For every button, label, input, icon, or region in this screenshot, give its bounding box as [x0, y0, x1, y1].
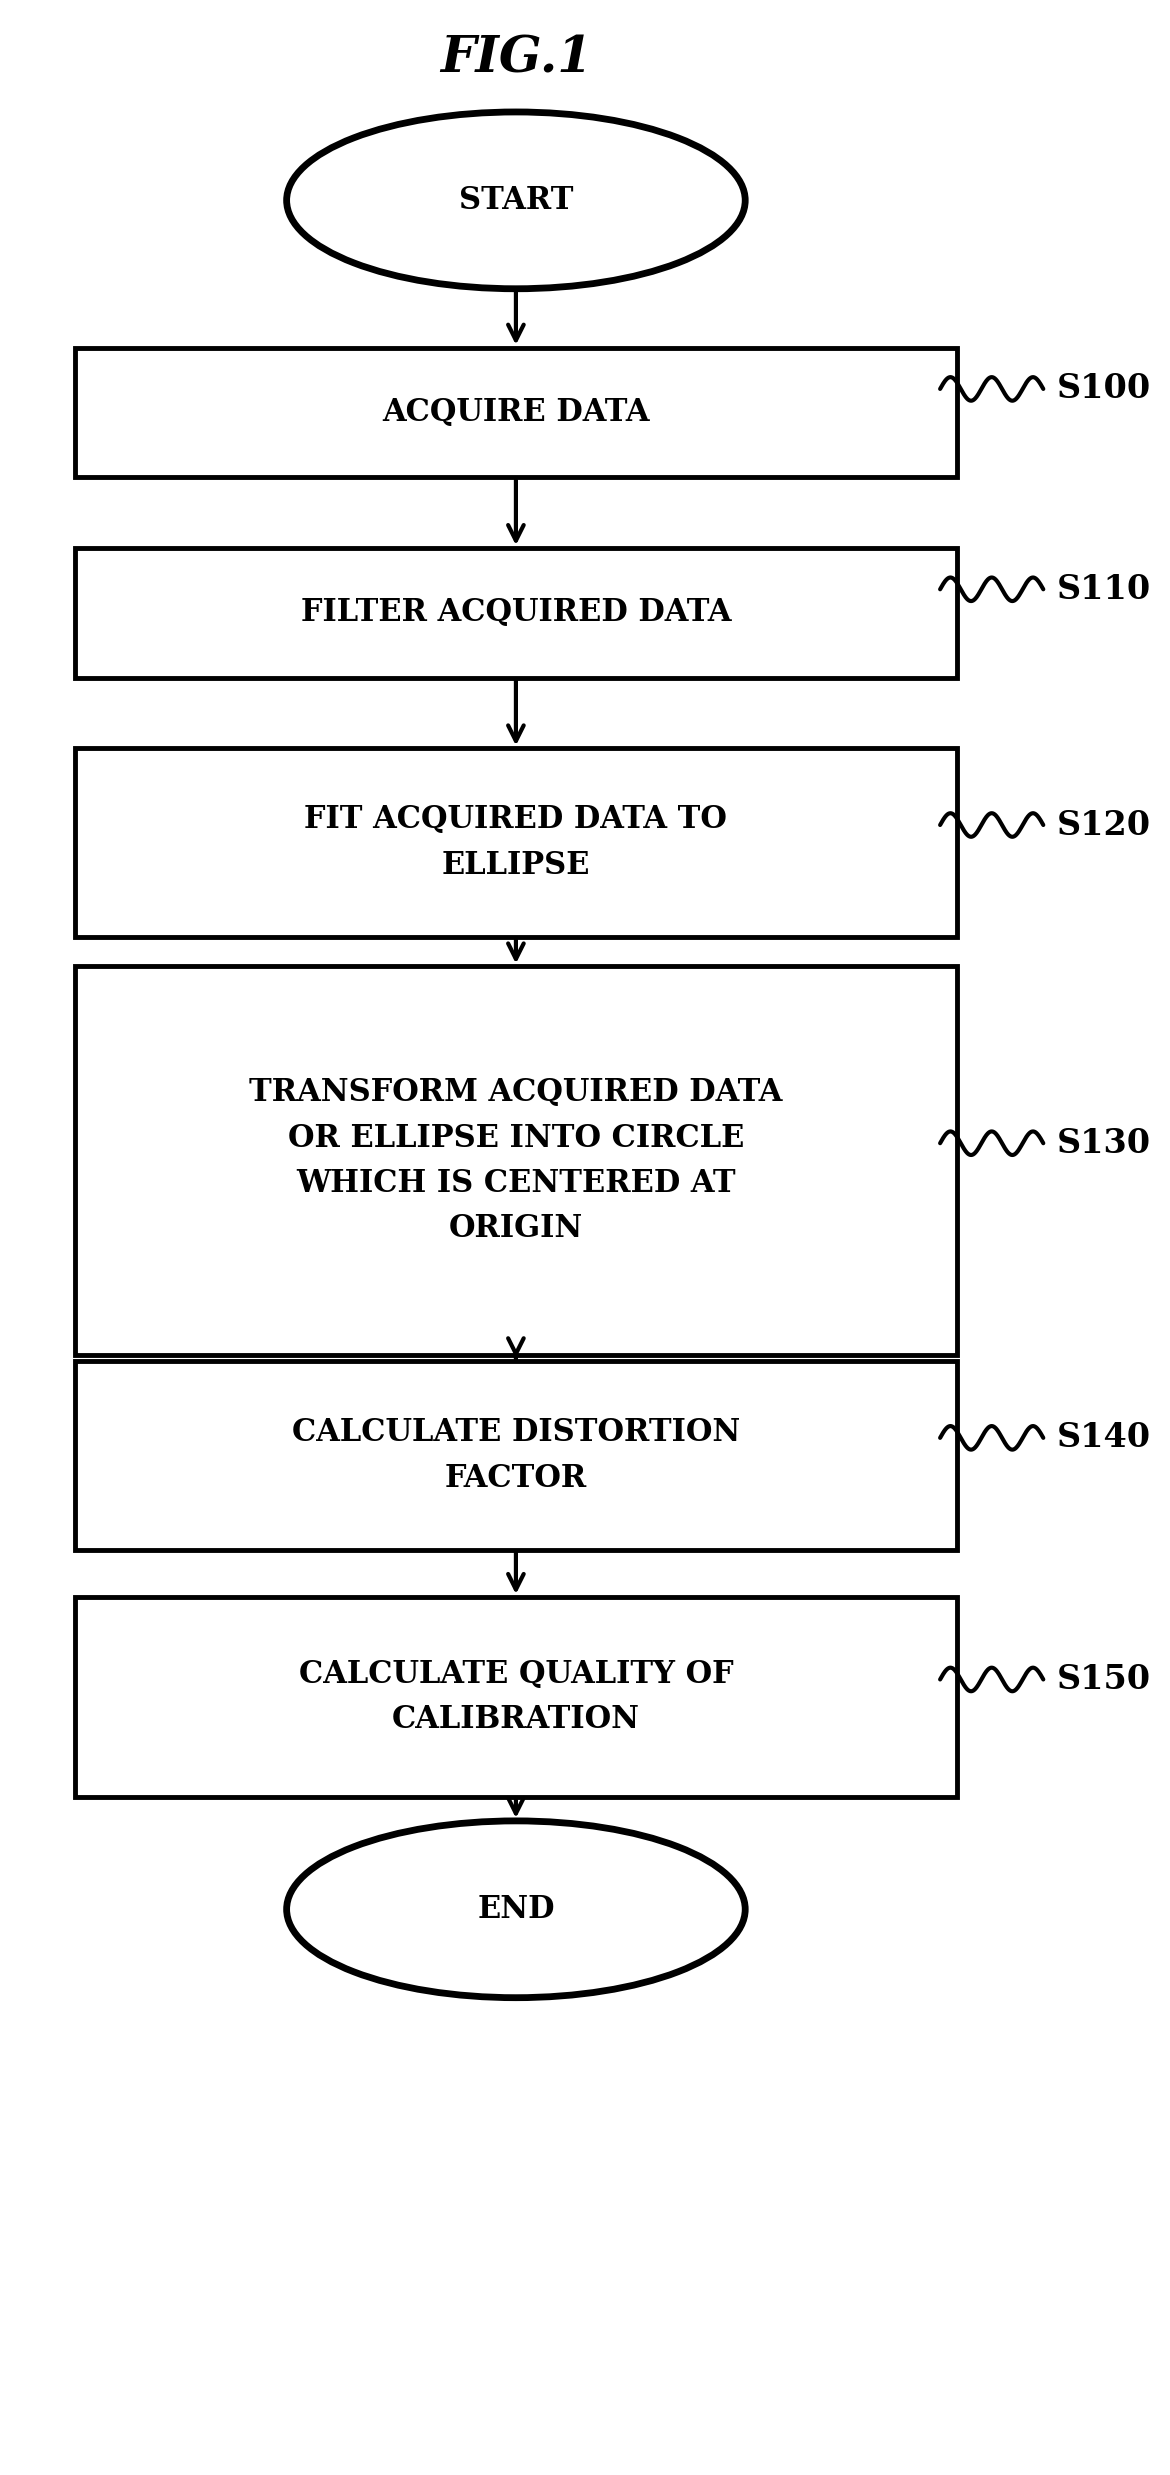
Text: START: START: [459, 186, 573, 215]
Text: END: END: [477, 1893, 555, 1926]
Text: S140: S140: [1057, 1421, 1151, 1455]
Bar: [75, 547, 957, 678]
Bar: [75, 965, 957, 1356]
Text: FIG.1: FIG.1: [440, 35, 592, 84]
Text: S120: S120: [1057, 809, 1151, 842]
Ellipse shape: [287, 111, 745, 290]
Ellipse shape: [287, 1822, 745, 1997]
Text: FILTER ACQUIRED DATA: FILTER ACQUIRED DATA: [301, 596, 731, 629]
Text: CALCULATE DISTORTION
FACTOR: CALCULATE DISTORTION FACTOR: [291, 1418, 741, 1495]
Bar: [75, 1596, 957, 1797]
Text: CALCULATE QUALITY OF
CALIBRATION: CALCULATE QUALITY OF CALIBRATION: [298, 1658, 734, 1735]
Text: S100: S100: [1057, 371, 1151, 406]
Text: S150: S150: [1057, 1663, 1151, 1695]
Text: S130: S130: [1057, 1126, 1151, 1161]
Bar: [75, 747, 957, 938]
Bar: [75, 347, 957, 478]
Text: ACQUIRE DATA: ACQUIRE DATA: [383, 396, 649, 428]
Bar: [75, 1361, 957, 1549]
Text: TRANSFORM ACQUIRED DATA
OR ELLIPSE INTO CIRCLE
WHICH IS CENTERED AT
ORIGIN: TRANSFORM ACQUIRED DATA OR ELLIPSE INTO …: [249, 1077, 783, 1245]
Text: FIT ACQUIRED DATA TO
ELLIPSE: FIT ACQUIRED DATA TO ELLIPSE: [304, 804, 728, 881]
Text: S110: S110: [1057, 572, 1151, 606]
